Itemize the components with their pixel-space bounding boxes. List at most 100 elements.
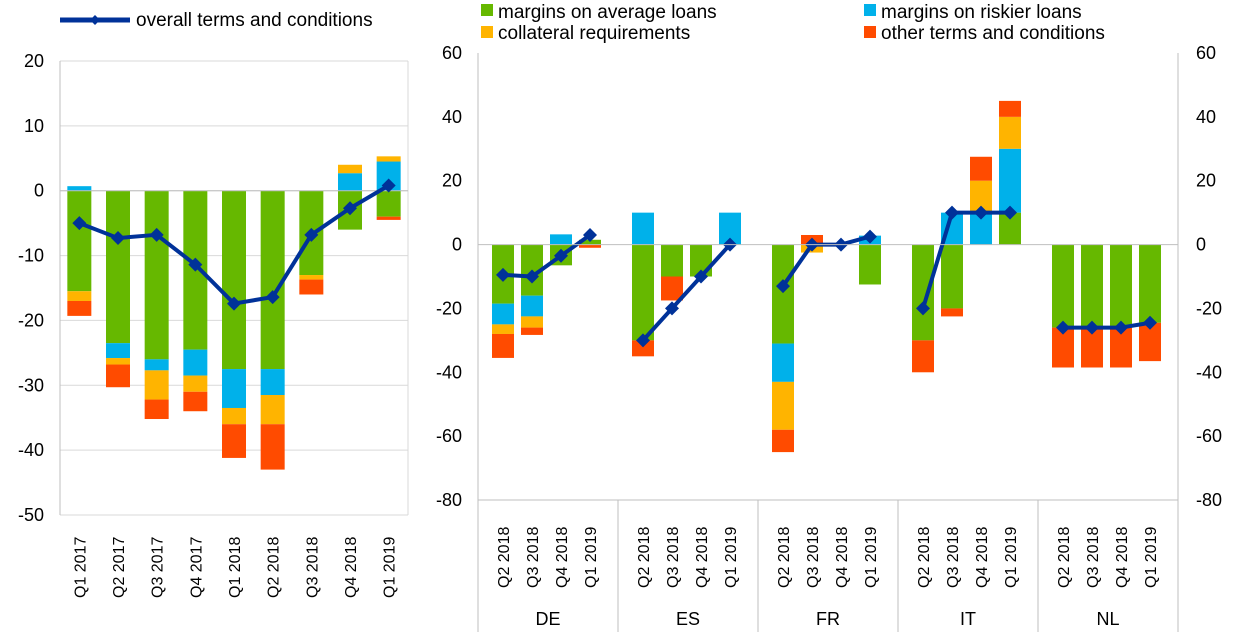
left-overall-marker <box>72 216 87 231</box>
right-overall-marker <box>776 279 790 294</box>
legend-other-label: other terms and conditions <box>881 23 1105 44</box>
right-y-tick-label-left: -40 <box>436 362 462 382</box>
right-bar-margins-average <box>1110 244 1132 328</box>
left-bar-margins-average <box>260 190 285 370</box>
right-bar-other <box>521 327 543 335</box>
left-bar-other <box>299 279 324 295</box>
right-y-tick-label-right: -40 <box>1196 362 1222 382</box>
right-overall-marker <box>1085 320 1099 335</box>
left-overall-marker <box>265 290 280 305</box>
right-x-tick-label: Q4 2018 <box>694 527 711 588</box>
right-overall-line <box>502 233 592 279</box>
right-y-tick-label-right: 60 <box>1196 43 1216 63</box>
left-bar-margins-average <box>376 190 401 217</box>
right-y-tick-label-right: 0 <box>1196 235 1206 255</box>
right-x-tick-label: Q4 2018 <box>974 527 991 588</box>
right-overall-marker <box>665 301 679 316</box>
right-overall-line <box>641 243 732 342</box>
left-x-tick-label: Q3 2017 <box>150 537 167 598</box>
left-overall-marker <box>149 227 164 242</box>
left-bar-margins-riskier <box>260 369 285 396</box>
left-y-tick-label: 20 <box>24 51 44 71</box>
right-bar-margins-riskier <box>521 295 543 317</box>
left-bar-collateral <box>260 395 285 425</box>
right-bar-collateral <box>999 116 1021 149</box>
right-bar-margins-average <box>632 244 654 341</box>
right-bar-other <box>912 340 934 373</box>
right-overall-marker <box>863 229 877 244</box>
right-bar-margins-average <box>1081 244 1103 328</box>
right-x-tick-label: Q1 2019 <box>863 527 880 588</box>
right-bar-margins-average <box>772 244 794 344</box>
left-bar-other <box>260 424 285 470</box>
right-bar-margins-average <box>1139 244 1161 323</box>
right-x-tick-label: Q3 2018 <box>525 527 542 588</box>
left-bar-other <box>183 391 208 412</box>
right-bar-other <box>1139 322 1161 362</box>
right-bar-margins-riskier <box>550 234 572 245</box>
right-bar-margins-average <box>912 244 934 341</box>
right-x-tick-label: Q1 2019 <box>583 527 600 588</box>
right-group-label: DE <box>535 609 560 629</box>
right-bar-margins-average <box>579 239 601 245</box>
right-x-tick-label: Q2 2018 <box>916 527 933 588</box>
right-bar-other <box>772 429 794 453</box>
left-bar-margins-riskier <box>222 369 246 408</box>
right-bar-margins-average <box>941 244 963 309</box>
left-bar-margins-average <box>106 190 130 344</box>
right-bar-margins-average <box>999 212 1021 245</box>
left-bar-other <box>222 424 246 458</box>
right-bar-other <box>579 244 601 248</box>
left-x-tick-label: Q4 2018 <box>343 537 360 598</box>
right-y-tick-label-left: -60 <box>436 426 462 446</box>
left-y-tick-label: -10 <box>18 246 44 266</box>
right-y-tick-label-right: -80 <box>1196 490 1222 510</box>
left-y-tick-label: -30 <box>18 375 44 395</box>
right-y-tick-label-left: 20 <box>442 171 462 191</box>
right-y-tick-label-right: 20 <box>1196 171 1216 191</box>
right-overall-marker <box>1003 205 1017 220</box>
right-x-tick-label: Q1 2019 <box>1003 527 1020 588</box>
left-overall-marker <box>111 231 125 246</box>
left-bar-collateral <box>144 370 169 400</box>
right-overall-marker <box>496 267 510 282</box>
left-bar-collateral <box>222 407 246 425</box>
right-bar-other <box>632 340 654 357</box>
right-bar-other <box>1110 327 1132 368</box>
right-bar-margins-riskier <box>772 343 794 382</box>
right-y-tick-label-left: -20 <box>436 298 462 318</box>
right-overall-line <box>921 210 1010 310</box>
right-x-tick-label: Q2 2018 <box>496 527 513 588</box>
left-y-tick-label: -50 <box>18 505 44 525</box>
left-bar-collateral <box>67 291 92 301</box>
right-bar-other <box>661 276 683 301</box>
left-x-tick-label: Q1 2019 <box>382 537 399 598</box>
right-overall-line <box>1063 320 1151 330</box>
left-x-tick-label: Q3 2018 <box>304 537 321 598</box>
legend-other-swatch <box>864 26 876 38</box>
right-y-tick-label-left: 0 <box>452 235 462 255</box>
legend-overall-label: overall terms and conditions <box>136 10 373 31</box>
right-overall-marker <box>583 227 597 242</box>
right-y-tick-label-left: 40 <box>442 107 462 127</box>
left-y-tick-label: 0 <box>34 181 44 201</box>
legend-overall-marker <box>90 15 100 25</box>
left-chart: 20 10 0 -10 -20 -30 -40 -50 Q1 2017 Q2 2017 Q3 201… <box>18 51 409 598</box>
right-y-tick-label-right: -20 <box>1196 298 1222 318</box>
left-y-tick-label: 10 <box>24 116 44 136</box>
left-bar-margins-average <box>67 190 92 292</box>
left-bar-other <box>106 364 130 388</box>
legend-margins-riskier-label: margins on riskier loans <box>881 2 1082 23</box>
right-bar-collateral <box>772 381 794 430</box>
right-bar-margins-average <box>859 244 881 285</box>
left-bar-margins-riskier <box>338 173 362 191</box>
right-bar-collateral <box>521 316 543 328</box>
right-group-label: FR <box>816 609 840 629</box>
left-bar-other <box>67 300 92 316</box>
left-y-tick-label: -20 <box>18 310 44 330</box>
left-x-tick-label: Q1 2018 <box>227 537 244 598</box>
right-x-tick-label: Q3 2018 <box>665 527 682 588</box>
right-x-tick-label: Q3 2018 <box>945 527 962 588</box>
left-bar-margins-riskier <box>106 343 130 359</box>
left-bar-margins-riskier <box>183 349 208 376</box>
